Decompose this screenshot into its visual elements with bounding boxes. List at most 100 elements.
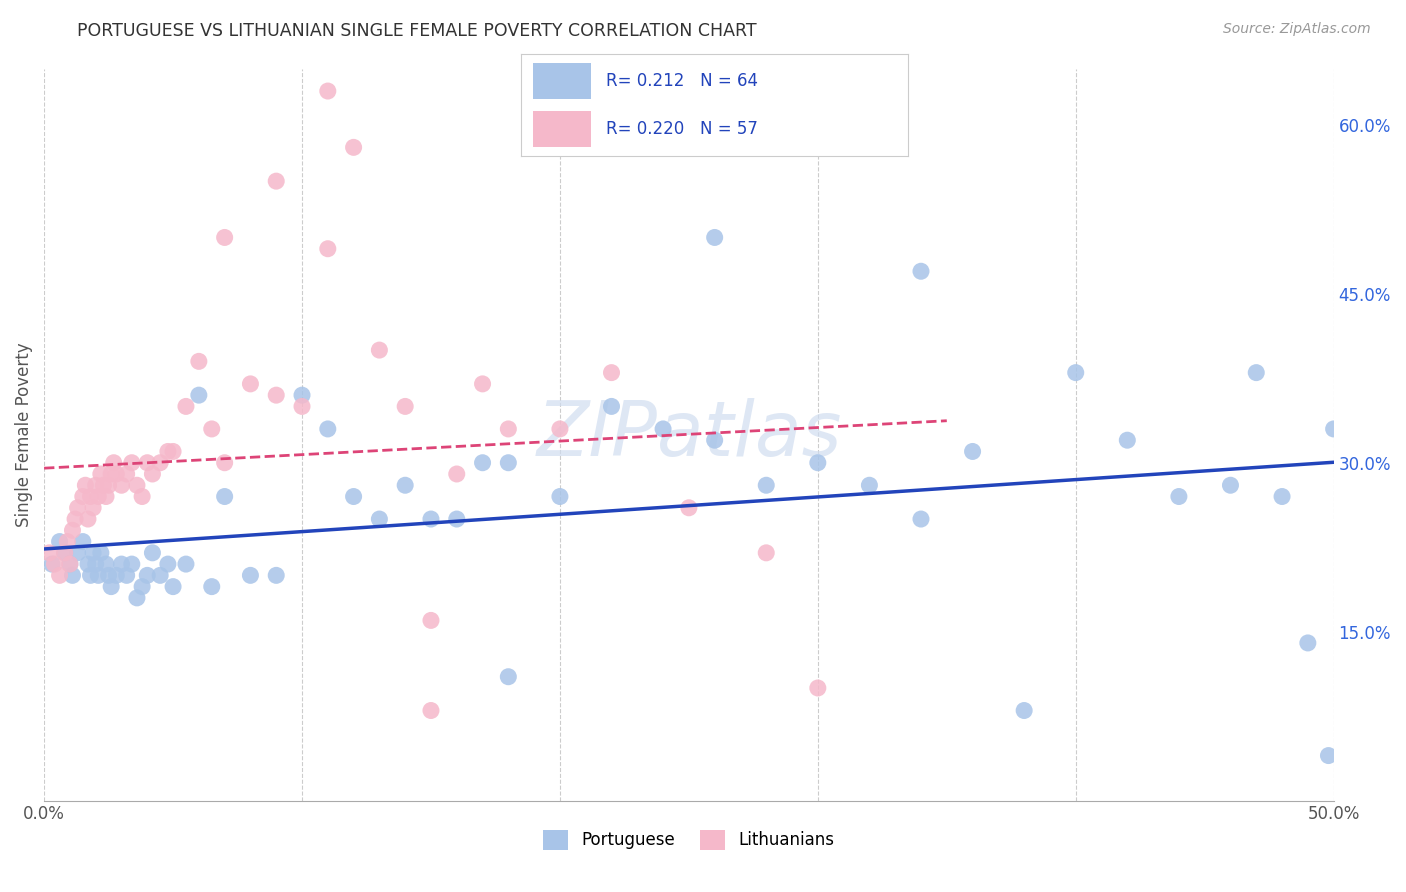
Point: [63, 512, 86, 526]
Point: [105, 467, 128, 481]
Point: [316, 422, 339, 436]
Point: [38, 546, 60, 560]
Point: [100, 467, 122, 481]
Point: [316, 242, 339, 256]
Point: [77, 557, 100, 571]
Text: PORTUGUESE VS LITHUANIAN SINGLE FEMALE POVERTY CORRELATION CHART: PORTUGUESE VS LITHUANIAN SINGLE FEMALE P…: [77, 22, 756, 40]
Point: [72, 490, 94, 504]
Point: [471, 456, 494, 470]
Text: ZIPatlas: ZIPatlas: [536, 398, 842, 472]
Point: [125, 591, 148, 605]
Legend: Portuguese, Lithuanians: Portuguese, Lithuanians: [534, 822, 844, 858]
Point: [910, 512, 932, 526]
Point: [214, 456, 236, 470]
Point: [420, 512, 443, 526]
Point: [84, 478, 107, 492]
Point: [1246, 366, 1268, 380]
Point: [66, 500, 89, 515]
Point: [59, 557, 82, 571]
Point: [94, 490, 117, 504]
Point: [342, 490, 364, 504]
Point: [187, 388, 209, 402]
Point: [82, 500, 104, 515]
Point: [187, 354, 209, 368]
Point: [600, 400, 623, 414]
Point: [1296, 636, 1319, 650]
Point: [131, 580, 153, 594]
Point: [703, 433, 725, 447]
Point: [53, 546, 76, 560]
Point: [59, 557, 82, 571]
Point: [548, 422, 571, 436]
Point: [498, 670, 520, 684]
Point: [131, 490, 153, 504]
Text: Source: ZipAtlas.com: Source: ZipAtlas.com: [1223, 22, 1371, 37]
Point: [1323, 422, 1346, 436]
Point: [121, 456, 143, 470]
Point: [498, 422, 520, 436]
Point: [93, 478, 115, 492]
Point: [471, 376, 494, 391]
Point: [110, 478, 132, 492]
Point: [100, 580, 122, 594]
Point: [1167, 490, 1189, 504]
Point: [1317, 748, 1340, 763]
Point: [162, 580, 184, 594]
Point: [90, 467, 112, 481]
Point: [136, 456, 159, 470]
Point: [1271, 490, 1294, 504]
Point: [62, 524, 84, 538]
Point: [87, 568, 110, 582]
Point: [110, 557, 132, 571]
Point: [498, 456, 520, 470]
Point: [105, 568, 128, 582]
Point: [394, 478, 416, 492]
Point: [239, 376, 262, 391]
Point: [446, 512, 468, 526]
Point: [44, 557, 66, 571]
Point: [420, 704, 443, 718]
Point: [82, 546, 104, 560]
Point: [368, 343, 391, 357]
Point: [214, 490, 236, 504]
Point: [66, 546, 89, 560]
Point: [94, 557, 117, 571]
Point: [141, 546, 163, 560]
Point: [291, 388, 314, 402]
Point: [162, 444, 184, 458]
Point: [90, 546, 112, 560]
Point: [264, 174, 287, 188]
Point: [149, 568, 172, 582]
Point: [807, 681, 830, 695]
Point: [755, 546, 778, 560]
Point: [910, 264, 932, 278]
Point: [368, 512, 391, 526]
Point: [652, 422, 675, 436]
Point: [807, 456, 830, 470]
Point: [201, 422, 224, 436]
Point: [174, 400, 197, 414]
Y-axis label: Single Female Poverty: Single Female Poverty: [15, 343, 32, 527]
Point: [548, 490, 571, 504]
Point: [77, 512, 100, 526]
Point: [41, 557, 63, 571]
Point: [174, 557, 197, 571]
Point: [291, 400, 314, 414]
Point: [84, 557, 107, 571]
Point: [56, 534, 79, 549]
Point: [214, 230, 236, 244]
Point: [156, 557, 179, 571]
Point: [1219, 478, 1241, 492]
Point: [446, 467, 468, 481]
Point: [115, 568, 138, 582]
Point: [264, 568, 287, 582]
Point: [121, 557, 143, 571]
Point: [103, 456, 125, 470]
Point: [394, 400, 416, 414]
Point: [149, 456, 172, 470]
Point: [141, 467, 163, 481]
Point: [72, 534, 94, 549]
Point: [1116, 433, 1139, 447]
Point: [962, 444, 984, 458]
Point: [342, 140, 364, 154]
